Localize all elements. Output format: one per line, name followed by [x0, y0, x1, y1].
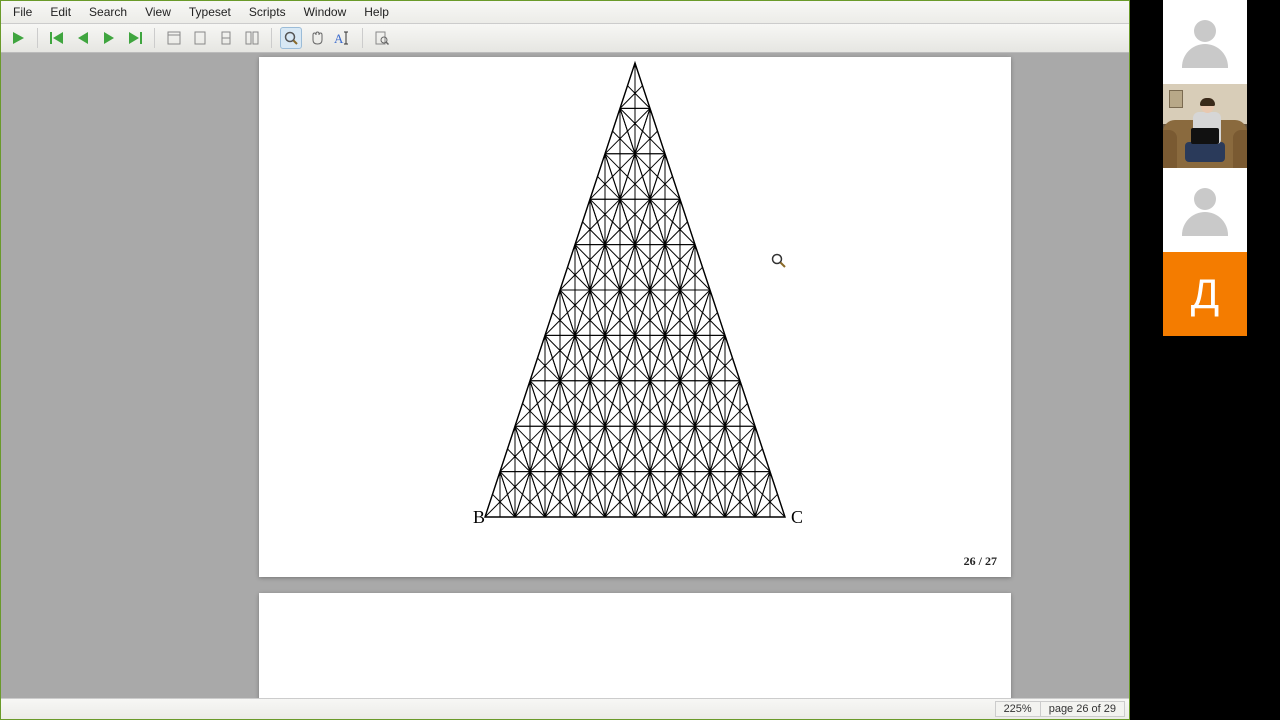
prev-page-button[interactable]	[72, 27, 94, 49]
pdf-viewer-window: File Edit Search View Typeset Scripts Wi…	[0, 0, 1130, 720]
page-27	[259, 593, 1011, 698]
participant-tile-2[interactable]	[1163, 84, 1247, 168]
menu-search[interactable]: Search	[81, 3, 135, 21]
background-strip	[1247, 0, 1280, 720]
menu-scripts[interactable]: Scripts	[241, 3, 294, 21]
avatar-placeholder-icon	[1179, 184, 1231, 236]
participant-webcam-icon	[1163, 84, 1247, 168]
magnify-tool-button[interactable]	[280, 27, 302, 49]
single-page-button[interactable]	[215, 27, 237, 49]
menu-window[interactable]: Window	[296, 3, 355, 21]
videoconference-panel: Д	[1163, 0, 1247, 336]
last-page-button[interactable]	[124, 27, 146, 49]
menu-typeset[interactable]: Typeset	[181, 3, 239, 21]
zoom-indicator[interactable]: 225%	[995, 701, 1041, 717]
participant-tile-4[interactable]: Д	[1163, 252, 1247, 336]
toolbar-separator	[154, 28, 155, 48]
fit-width-button[interactable]	[163, 27, 185, 49]
participant-initial: Д	[1191, 270, 1219, 318]
search-button[interactable]	[371, 27, 393, 49]
next-page-button[interactable]	[98, 27, 120, 49]
document-viewport[interactable]: B C 26 / 27	[1, 53, 1129, 698]
toolbar: A	[1, 24, 1129, 53]
menu-edit[interactable]: Edit	[42, 3, 79, 21]
typeset-button[interactable]	[7, 27, 29, 49]
fit-page-button[interactable]	[189, 27, 211, 49]
menu-file[interactable]: File	[5, 3, 40, 21]
toolbar-separator	[362, 28, 363, 48]
vertex-label-b: B	[473, 507, 485, 528]
continuous-page-button[interactable]	[241, 27, 263, 49]
text-select-button[interactable]: A	[332, 27, 354, 49]
menu-view[interactable]: View	[137, 3, 179, 21]
page-26: B C 26 / 27	[259, 57, 1011, 577]
first-page-button[interactable]	[46, 27, 68, 49]
svg-text:A: A	[334, 31, 344, 46]
page-number: 26 / 27	[964, 554, 997, 569]
statusbar: 225% page 26 of 29	[1, 698, 1129, 719]
hand-tool-button[interactable]	[306, 27, 328, 49]
participant-tile-1[interactable]	[1163, 0, 1247, 84]
menubar: File Edit Search View Typeset Scripts Wi…	[1, 1, 1129, 24]
triangle-mesh-figure	[259, 57, 1011, 577]
vertex-label-c: C	[791, 507, 803, 528]
menu-help[interactable]: Help	[356, 3, 397, 21]
page-indicator[interactable]: page 26 of 29	[1040, 701, 1125, 717]
toolbar-separator	[271, 28, 272, 48]
toolbar-separator	[37, 28, 38, 48]
avatar-placeholder-icon	[1179, 16, 1231, 68]
participant-tile-3[interactable]	[1163, 168, 1247, 252]
